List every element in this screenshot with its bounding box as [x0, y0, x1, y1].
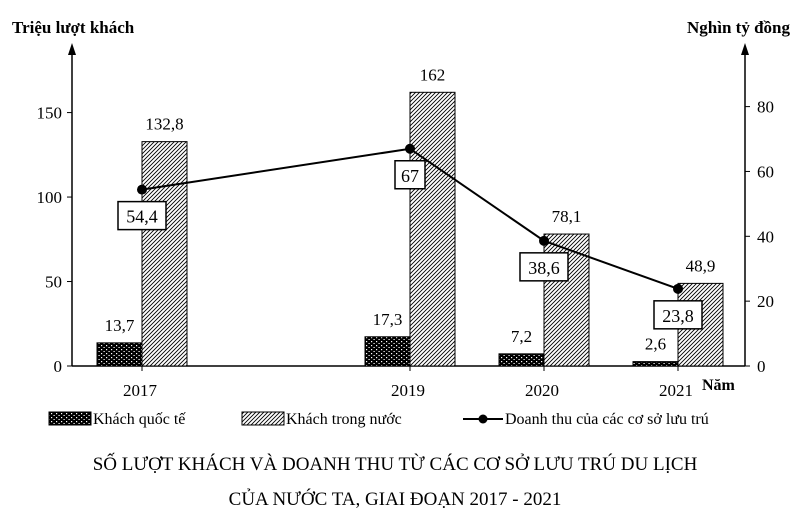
legend: Khách quốc tế Khách trong nước Doanh thu…: [48, 411, 709, 428]
legend-label-revenue: Doanh thu của các cơ sở lưu trú: [505, 411, 709, 428]
x-tick-label: 2021: [659, 381, 693, 400]
y-left-tick-label: 100: [37, 188, 63, 207]
revenue-point: [137, 184, 147, 195]
data-label-domestic: 132,8: [145, 115, 183, 134]
data-label-domestic: 162: [420, 65, 446, 84]
y-right-axis-label: Nghìn tỷ đồng: [687, 18, 790, 37]
revenue-label-box: [653, 300, 703, 330]
y-right-tick-label: 20: [757, 292, 774, 311]
data-label-international: 2,6: [645, 335, 666, 354]
bar-domestic: [409, 91, 456, 367]
y-left-arrow-icon: [68, 43, 76, 55]
x-tick-label: 2017: [123, 381, 158, 400]
revenue-label-box: [394, 160, 426, 190]
y-left-tick-label: 50: [45, 273, 62, 292]
bar-international: [498, 353, 545, 367]
revenue-point: [539, 235, 549, 246]
x-tick-label: 2019: [391, 381, 425, 400]
legend-swatch-international: [48, 411, 92, 426]
bar-domestic: [141, 141, 188, 367]
data-label-international: 13,7: [105, 316, 135, 335]
data-label-revenue: 23,8: [662, 306, 694, 326]
data-label-revenue: 67: [401, 166, 419, 186]
data-label-revenue: 54,4: [126, 207, 158, 227]
legend-marker-revenue: [478, 414, 488, 424]
y-right-tick-label: 0: [757, 357, 766, 376]
chart-title-line2: CỦA NƯỚC TA, GIAI ĐOẠN 2017 - 2021: [229, 488, 562, 510]
legend-swatch-domestic: [241, 411, 285, 426]
y-left-axis-label: Triệu lượt khách: [12, 18, 135, 37]
x-tick-label: 2020: [525, 381, 559, 400]
x-axis-label: Năm: [702, 377, 736, 394]
bar-international: [632, 361, 679, 367]
bar-international: [96, 342, 143, 367]
data-label-international: 7,2: [511, 327, 532, 346]
y-right-arrow-icon: [741, 43, 749, 55]
data-label-domestic: 78,1: [552, 207, 582, 226]
data-label-international: 17,3: [373, 310, 403, 329]
revenue-point: [673, 283, 683, 294]
y-left-tick-label: 0: [54, 357, 63, 376]
revenue-label-box: [117, 200, 167, 231]
y-right-tick-label: 80: [757, 98, 774, 117]
revenue-line: [141, 147, 679, 290]
y-left-tick-label: 150: [37, 104, 63, 123]
revenue-label-box: [519, 252, 569, 282]
y-right-tick-label: 60: [757, 162, 774, 181]
revenue-point: [405, 143, 415, 154]
y-right-tick-label: 40: [757, 227, 774, 246]
data-label-domestic: 48,9: [686, 256, 716, 275]
data-label-revenue: 38,6: [528, 258, 560, 278]
legend-label-international: Khách quốc tế: [93, 411, 186, 428]
bar-international: [364, 336, 411, 367]
legend-label-domestic: Khách trong nước: [286, 411, 402, 428]
chart-title-line1: SỐ LƯỢT KHÁCH VÀ DOANH THU TỪ CÁC CƠ SỞ …: [93, 453, 698, 475]
